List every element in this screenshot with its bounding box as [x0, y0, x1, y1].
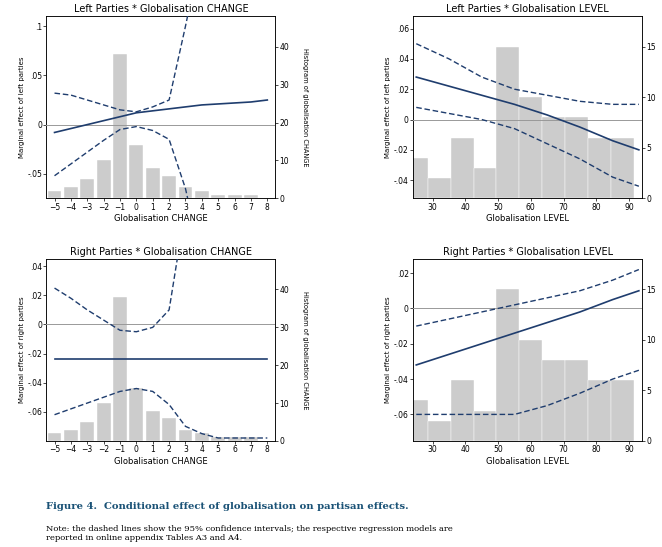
Bar — [64, 429, 78, 441]
Bar — [542, 360, 565, 441]
Bar — [542, 118, 565, 199]
Bar — [195, 433, 209, 441]
Bar — [473, 168, 496, 199]
Bar — [588, 138, 611, 199]
Bar — [611, 138, 634, 199]
Bar — [211, 195, 225, 199]
Bar — [64, 187, 78, 199]
Bar — [565, 360, 588, 441]
Title: Right Parties * Globalisation CHANGE: Right Parties * Globalisation CHANGE — [70, 247, 252, 257]
Bar — [162, 418, 176, 441]
Bar — [129, 388, 143, 441]
Bar — [228, 195, 242, 199]
Y-axis label: Marginal effect of left parties: Marginal effect of left parties — [385, 57, 391, 158]
Bar — [146, 411, 160, 441]
Text: Figure 4.  Conditional effect of globalisation on partisan effects.: Figure 4. Conditional effect of globalis… — [46, 502, 409, 510]
Text: Note: the dashed lines show the 95% confidence intervals; the respective regress: Note: the dashed lines show the 95% conf… — [46, 525, 453, 542]
Bar — [404, 400, 428, 441]
Bar — [588, 380, 611, 441]
Title: Right Parties * Globalisation LEVEL: Right Parties * Globalisation LEVEL — [442, 247, 612, 257]
Y-axis label: Histogram of globalisation CHANGE: Histogram of globalisation CHANGE — [302, 48, 308, 167]
Bar — [162, 176, 176, 199]
Bar — [244, 437, 258, 441]
Bar — [611, 380, 634, 441]
Bar — [428, 421, 451, 441]
Title: Left Parties * Globalisation CHANGE: Left Parties * Globalisation CHANGE — [73, 4, 248, 14]
Bar — [80, 422, 94, 441]
Bar — [404, 158, 428, 199]
Bar — [520, 340, 542, 441]
Bar — [451, 138, 473, 199]
Bar — [179, 429, 193, 441]
X-axis label: Globalisation CHANGE: Globalisation CHANGE — [114, 457, 208, 466]
Y-axis label: Marginal effect of right parties: Marginal effect of right parties — [19, 296, 24, 403]
Bar — [113, 54, 127, 199]
Bar — [179, 187, 193, 199]
Bar — [211, 437, 225, 441]
Bar — [428, 178, 451, 199]
Y-axis label: Marginal effect of left parties: Marginal effect of left parties — [19, 57, 24, 158]
X-axis label: Globalisation LEVEL: Globalisation LEVEL — [486, 214, 569, 223]
Bar — [520, 97, 542, 199]
X-axis label: Globalisation LEVEL: Globalisation LEVEL — [486, 457, 569, 466]
Bar — [473, 411, 496, 441]
Bar — [496, 289, 520, 441]
X-axis label: Globalisation CHANGE: Globalisation CHANGE — [114, 214, 208, 223]
Bar — [97, 160, 111, 199]
Bar — [195, 191, 209, 199]
Bar — [228, 437, 242, 441]
Bar — [48, 191, 62, 199]
Y-axis label: Histogram of globalisation CHANGE: Histogram of globalisation CHANGE — [302, 290, 308, 409]
Bar — [129, 146, 143, 199]
Bar — [565, 118, 588, 199]
Y-axis label: Marginal effect of right parties: Marginal effect of right parties — [385, 296, 391, 403]
Title: Left Parties * Globalisation LEVEL: Left Parties * Globalisation LEVEL — [446, 4, 609, 14]
Bar — [451, 380, 473, 441]
Bar — [244, 195, 258, 199]
Bar — [48, 433, 62, 441]
Bar — [97, 403, 111, 441]
Bar — [80, 179, 94, 199]
Bar — [113, 297, 127, 441]
Bar — [496, 46, 520, 199]
Bar — [146, 168, 160, 199]
